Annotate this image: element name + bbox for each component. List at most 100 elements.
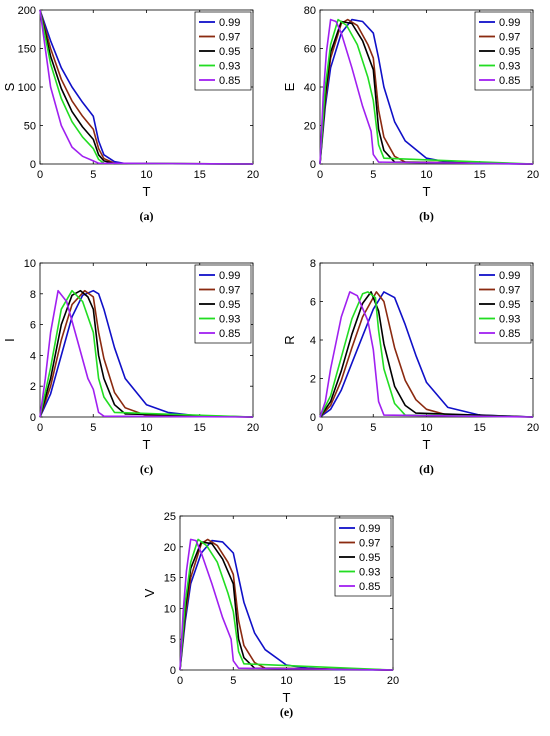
legend-label: 0.95 (499, 46, 520, 58)
legend: 0.99 0.97 0.95 0.93 0.85 (194, 264, 252, 344)
y-tick-label: 10 (24, 258, 36, 270)
y-tick-label: 6 (310, 297, 316, 309)
chart-panel-3: 0 5 10 15 20 0 2 4 6 8 10 T I 0.99 0.97 0.95 0.93 0.85 (c) (2, 258, 259, 476)
x-axis-label: T (283, 690, 291, 705)
series-line-0.95 (39, 289, 254, 418)
y-tick-label: 0 (30, 159, 36, 171)
panel-caption: (e) (280, 705, 293, 719)
y-tick-label: 2 (310, 374, 316, 386)
x-tick-label: 10 (140, 422, 152, 434)
panel-caption: (b) (419, 209, 434, 223)
series-line-0.93 (319, 18, 534, 165)
y-tick-label: 20 (304, 121, 316, 133)
series-line-0.85 (39, 289, 254, 418)
y-tick-label: 15 (164, 573, 176, 585)
y-axis-label: R (282, 335, 297, 344)
legend-label: 0.93 (219, 61, 240, 73)
y-tick-label: 80 (304, 5, 316, 17)
x-tick-label: 20 (387, 675, 399, 687)
legend-label: 0.93 (359, 567, 380, 579)
legend-label: 0.95 (359, 552, 380, 564)
y-tick-label: 60 (304, 44, 316, 56)
series-line-0.93 (319, 291, 534, 418)
x-tick-label: 5 (230, 675, 236, 687)
legend-label: 0.93 (499, 61, 520, 73)
x-tick-label: 20 (527, 169, 539, 181)
x-axis-label: T (423, 184, 431, 199)
y-tick-label: 0 (170, 665, 176, 677)
y-tick-label: 2 (30, 381, 36, 393)
series-line-0.95 (179, 541, 394, 671)
y-tick-label: 25 (164, 511, 176, 523)
series-line-0.85 (319, 18, 534, 165)
series-line-0.99 (39, 9, 254, 165)
x-tick-label: 10 (420, 422, 432, 434)
y-tick-label: 0 (310, 159, 316, 171)
legend: 0.99 0.97 0.95 0.93 0.85 (474, 11, 532, 91)
series-line-0.93 (39, 289, 254, 418)
x-tick-label: 15 (194, 422, 206, 434)
legend-label: 0.85 (219, 328, 240, 340)
series-line-0.95 (319, 291, 534, 418)
legend-label: 0.97 (359, 538, 380, 550)
x-tick-label: 10 (280, 675, 292, 687)
x-tick-label: 15 (194, 169, 206, 181)
series-line-0.97 (319, 291, 534, 418)
series-line-0.95 (39, 9, 254, 165)
y-tick-label: 50 (24, 121, 36, 133)
panel-caption: (d) (419, 462, 434, 476)
legend-label: 0.99 (219, 17, 240, 29)
series-line-0.93 (39, 9, 254, 165)
legend-label: 0.97 (499, 32, 520, 44)
series-line-0.95 (319, 20, 534, 165)
series-line-0.97 (179, 538, 394, 671)
x-axis-label: T (423, 437, 431, 452)
y-tick-label: 4 (310, 335, 316, 347)
x-tick-label: 0 (317, 422, 323, 434)
legend-label: 0.95 (219, 46, 240, 58)
legend-label: 0.99 (499, 17, 520, 29)
y-tick-label: 8 (30, 289, 36, 301)
legend-label: 0.85 (219, 75, 240, 87)
legend-label: 0.85 (359, 581, 380, 593)
x-tick-label: 5 (370, 422, 376, 434)
y-tick-label: 20 (164, 542, 176, 554)
y-tick-label: 100 (18, 82, 36, 94)
legend-label: 0.85 (499, 75, 520, 87)
y-tick-label: 0 (310, 412, 316, 424)
y-tick-label: 200 (18, 5, 36, 17)
y-tick-label: 5 (170, 634, 176, 646)
y-tick-label: 6 (30, 320, 36, 332)
legend-label: 0.85 (499, 328, 520, 340)
chart-panel-4: 0 5 10 15 20 0 2 4 6 8 T R 0.99 0.97 0.95 0.93 0.85 (d) (282, 258, 539, 476)
legend-label: 0.99 (499, 270, 520, 282)
y-axis-label: E (282, 82, 297, 91)
y-tick-label: 150 (18, 44, 36, 56)
legend: 0.99 0.97 0.95 0.93 0.85 (334, 517, 392, 597)
y-tick-label: 0 (30, 412, 36, 424)
series-line-0.99 (319, 291, 534, 418)
y-axis-label: S (2, 82, 17, 91)
series-line-0.85 (319, 291, 534, 418)
legend: 0.99 0.97 0.95 0.93 0.85 (194, 11, 252, 91)
chart-panel-5: 0 5 10 15 20 0 5 10 15 20 25 T V 0.99 0.97 0.95 0.93 0.85… (142, 511, 399, 719)
y-tick-label: 40 (304, 82, 316, 94)
x-tick-label: 20 (527, 422, 539, 434)
chart-panel-2: 0 5 10 15 20 0 20 40 60 80 T E 0.99 0.97 0.95 0.93 0.85 (… (282, 5, 539, 223)
legend-label: 0.93 (499, 314, 520, 326)
chart-panel-1: 0 5 10 15 20050100150200TS0.990.970.950.930.… (2, 5, 259, 223)
y-tick-label: 4 (30, 350, 36, 362)
x-axis-label: T (143, 184, 151, 199)
x-tick-label: 0 (37, 422, 43, 434)
panel-caption: (c) (140, 462, 153, 476)
y-axis-label: V (142, 588, 157, 597)
y-axis-label: I (2, 338, 17, 342)
x-tick-label: 5 (90, 422, 96, 434)
series-line-0.93 (179, 538, 394, 671)
series-line-0.85 (39, 9, 254, 165)
legend-label: 0.99 (219, 270, 240, 282)
x-tick-label: 10 (420, 169, 432, 181)
x-tick-label: 5 (370, 169, 376, 181)
series-line-0.85 (179, 538, 394, 671)
